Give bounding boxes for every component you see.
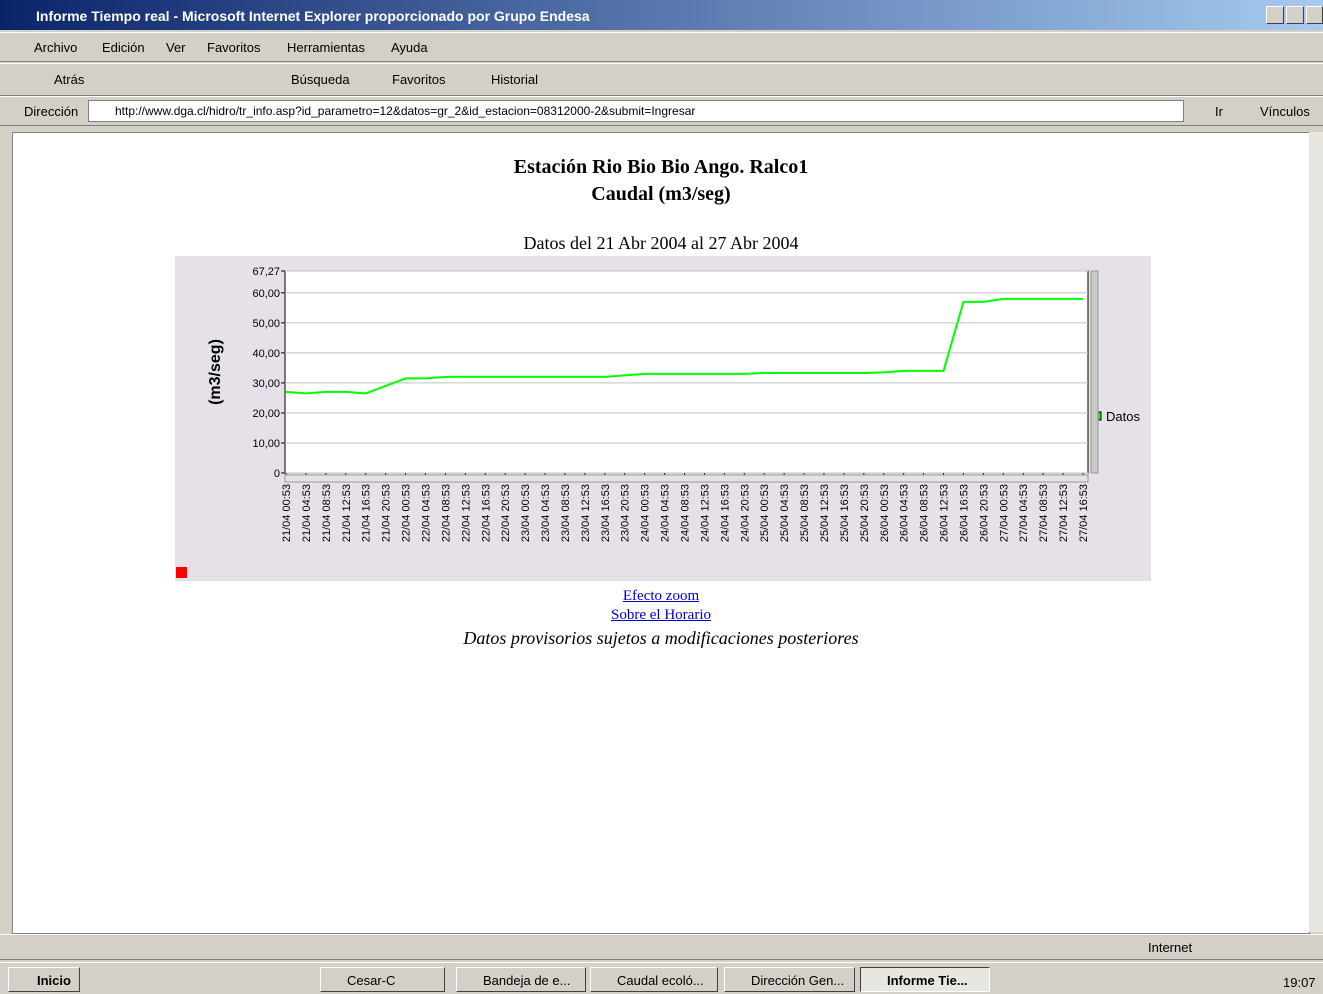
x-tick-label: 23/04 00:53 (520, 484, 532, 542)
x-tick-label: 22/04 12:53 (460, 484, 472, 542)
links-label[interactable]: Vínculos (1260, 104, 1310, 119)
y-tick-label: 10,00 (252, 438, 280, 450)
address-text: http://www.dga.cl/hidro/tr_info.asp?id_p… (115, 104, 696, 118)
x-tick-label: 25/04 08:53 (799, 484, 811, 542)
x-tick-label: 24/04 12:53 (699, 484, 711, 542)
x-tick-label: 26/04 20:53 (978, 484, 990, 542)
y-tick-label: 40,00 (252, 348, 280, 360)
menu-item[interactable]: Edición (102, 40, 145, 55)
scrollbar[interactable] (1309, 132, 1323, 932)
x-tick-label: 21/04 20:53 (381, 484, 393, 542)
x-tick-label: 25/04 00:53 (759, 484, 771, 542)
taskbar-button[interactable]: Dirección Gen... (724, 967, 855, 992)
taskbar-button[interactable]: Cesar-C (320, 967, 445, 992)
x-tick-label: 24/04 20:53 (739, 484, 751, 542)
y-tick-label: 67,27 (252, 266, 280, 278)
x-tick-label: 26/04 00:53 (879, 484, 891, 542)
taskbar-button[interactable]: Bandeja de e... (456, 967, 586, 992)
status-bar: Internet (0, 934, 1323, 960)
taskbar-button[interactable]: Caudal ecoló... (590, 967, 718, 992)
x-tick-label: 25/04 12:53 (819, 484, 831, 542)
address-field[interactable]: http://www.dga.cl/hidro/tr_info.asp?id_p… (88, 100, 1184, 122)
content: Estación Rio Bio Bio Ango. Ralco1 Caudal… (12, 132, 1310, 934)
link[interactable]: Sobre el Horario (611, 607, 711, 623)
address-bar: Dirección http://www.dga.cl/hidro/tr_inf… (0, 96, 1323, 126)
title-bar: Informe Tiempo real - Microsoft Internet… (0, 0, 1323, 30)
close-button[interactable] (1306, 6, 1323, 24)
x-tick-label: 26/04 12:53 (939, 484, 951, 542)
x-tick-label: 21/04 12:53 (341, 484, 353, 542)
chart: 0 10,00 20,00 30,00 40,00 50,00 60,00 67,27 (m3/… (175, 256, 1151, 581)
x-tick-label: 27/04 16:53 (1078, 484, 1090, 542)
x-tick-label: 22/04 20:53 (500, 484, 512, 542)
clock: 19:07 (1283, 975, 1316, 990)
x-tick-label: 25/04 04:53 (779, 484, 791, 542)
x-tick-label: 26/04 04:53 (899, 484, 911, 542)
x-tick-label: 25/04 20:53 (859, 484, 871, 542)
x-tick-label: 23/04 08:53 (560, 484, 572, 542)
x-tick-label: 24/04 00:53 (640, 484, 652, 542)
menu-item[interactable]: Ver (166, 40, 186, 55)
x-tick-label: 21/04 04:53 (301, 484, 313, 542)
start-button[interactable]: Inicio (8, 967, 80, 992)
window-title: Informe Tiempo real - Microsoft Internet… (36, 8, 590, 24)
y-tick-label: 50,00 (252, 318, 280, 330)
x-tick-label: 26/04 16:53 (958, 484, 970, 542)
taskbar: Inicio 19:07 Cesar-C Bandeja de e... Cauda… (0, 962, 1323, 994)
x-tick-label: 27/04 04:53 (1018, 484, 1030, 542)
scrollbar (284, 474, 1089, 483)
x-tick-label: 24/04 16:53 (719, 484, 731, 542)
y-tick-label: 60,00 (252, 288, 280, 300)
menu-item[interactable]: Archivo (34, 40, 78, 55)
go-button[interactable]: Ir (1215, 104, 1223, 119)
menu-bar: Archivo Edición Ver Favoritos Herramientas Ay… (0, 32, 1323, 62)
x-tick-label: 22/04 08:53 (440, 484, 452, 542)
y-tick-label: 30,00 (252, 378, 280, 390)
status-text: Internet (1148, 940, 1193, 955)
link[interactable]: Efecto zoom (622, 588, 700, 604)
x-tick-label: 23/04 20:53 (620, 484, 632, 542)
x-tick-label: 21/04 08:53 (321, 484, 333, 542)
address-label: Dirección (24, 104, 79, 119)
y-tick-label: 0 (274, 468, 280, 480)
data-line (285, 297, 1083, 395)
x-tick-label: 22/04 04:53 (420, 484, 432, 542)
x-tick-label: 27/04 12:53 (1058, 484, 1070, 542)
marker (176, 567, 187, 578)
x-tick-label: 21/04 00:53 (281, 484, 293, 542)
menu-item[interactable]: Favoritos (207, 40, 261, 55)
x-tick-label: 22/04 00:53 (401, 484, 413, 542)
x-tick-label: 23/04 16:53 (600, 484, 612, 542)
maximize-button[interactable] (1286, 6, 1304, 24)
note: Datos provisorios sujetos a modificacion… (463, 628, 859, 648)
x-tick-label: 23/04 04:53 (540, 484, 552, 542)
page-subtitle: Caudal (m3/seg) (591, 183, 731, 205)
toolbar-button[interactable]: Búsqueda (291, 72, 350, 87)
toolbar-button[interactable]: Historial (491, 72, 538, 87)
x-tick-label: 26/04 08:53 (919, 484, 931, 542)
toolbar-button[interactable]: Favoritos (392, 72, 446, 87)
x-tick-label: 27/04 00:53 (998, 484, 1010, 542)
taskbar-button[interactable]: Informe Tie... (860, 967, 990, 992)
toolbar: Atrás Búsqueda Favoritos Historial (0, 63, 1323, 96)
x-tick-label: 23/04 12:53 (580, 484, 592, 542)
x-tick-label: 25/04 16:53 (839, 484, 851, 542)
scrollbar (1090, 270, 1099, 474)
menu-item[interactable]: Ayuda (391, 40, 428, 55)
plot-area (284, 270, 1089, 474)
x-tick-label: 21/04 16:53 (361, 484, 373, 542)
minimize-button[interactable] (1266, 6, 1284, 24)
menu-item[interactable]: Herramientas (287, 40, 366, 55)
x-tick-label: 24/04 04:53 (660, 484, 672, 542)
y-axis-label: (m3/seg) (207, 339, 224, 405)
legend-label: Datos (1106, 409, 1140, 424)
toolbar-button[interactable]: Atrás (54, 72, 85, 87)
x-tick-label: 22/04 16:53 (480, 484, 492, 542)
chart-title: Datos del 21 Abr 2004 al 27 Abr 2004 (523, 233, 799, 253)
x-tick-label: 24/04 08:53 (680, 484, 692, 542)
y-tick-label: 20,00 (252, 408, 280, 420)
page-title: Estación Rio Bio Bio Ango. Ralco1 (513, 156, 809, 178)
x-tick-label: 27/04 08:53 (1038, 484, 1050, 542)
